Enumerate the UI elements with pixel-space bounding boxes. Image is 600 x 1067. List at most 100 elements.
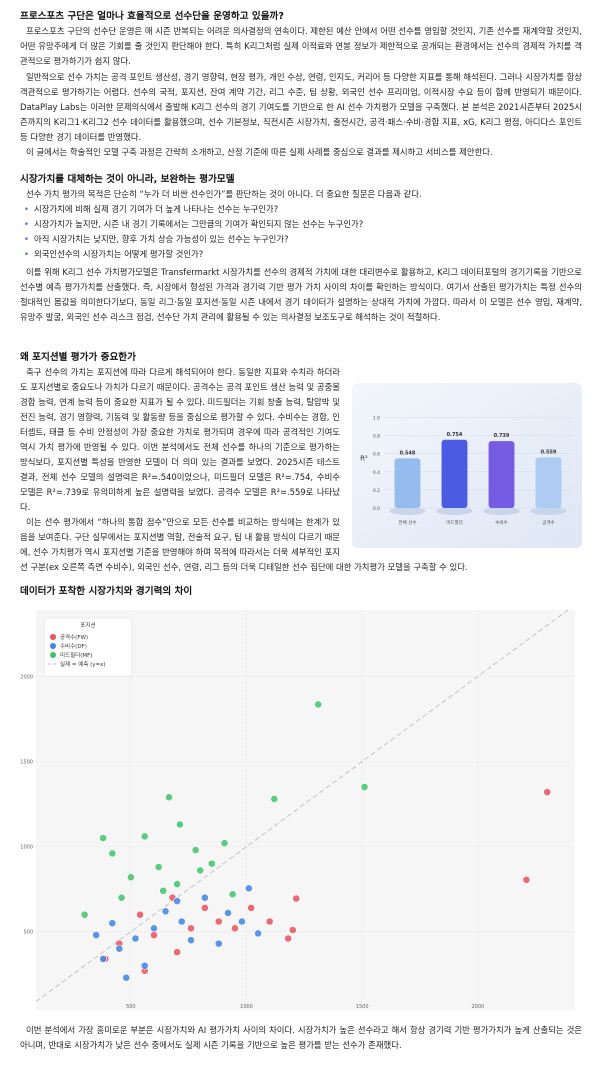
point xyxy=(207,859,216,868)
y-tick-label: 1500 xyxy=(20,759,33,765)
section-heading: 시장가치를 대체하는 것이 아니라, 보완하는 평가모델 xyxy=(20,174,235,185)
point xyxy=(292,894,301,903)
value-label: 0.739 xyxy=(494,433,510,439)
point xyxy=(220,839,229,848)
point xyxy=(224,909,232,917)
y-tick-label: 0.4 xyxy=(373,470,380,476)
point xyxy=(244,884,253,893)
bullet: 아직 시장가치는 낮지만, 향후 가치 상승 가능성이 있는 선수는 누구인가? xyxy=(24,232,582,247)
paragraph: 이를 위해 K리그 선수 가치평가모델은 Transfermarkt 시장가치를… xyxy=(20,267,582,322)
point xyxy=(161,907,170,916)
point xyxy=(126,873,135,882)
point xyxy=(214,939,223,948)
point xyxy=(196,866,205,875)
y-tick-label: 0.0 xyxy=(373,506,380,512)
point xyxy=(237,917,246,926)
y-axis-label: R² xyxy=(360,455,368,463)
bar xyxy=(394,458,421,508)
paragraph: 이 글에서는 학술적인 모델 구축 과정은 간략히 소개하고, 산정 기준에 따… xyxy=(26,147,493,157)
point xyxy=(140,961,149,970)
point xyxy=(150,931,158,940)
point xyxy=(265,917,274,926)
point xyxy=(288,926,297,934)
point xyxy=(187,936,195,945)
section-heading: 왜 포지션별 평가가 중요한가 xyxy=(20,352,136,363)
title: 프로스포츠 구단은 얼마나 효율적으로 선수단을 운영하고 있을까? xyxy=(20,11,284,22)
point xyxy=(99,834,107,842)
x-tick-label: 수비수 xyxy=(495,519,507,526)
bar-base xyxy=(389,507,426,515)
point xyxy=(214,917,223,926)
legend-label: 수비수(DF) xyxy=(60,642,87,650)
point xyxy=(80,910,89,919)
y-tick-label: 0.2 xyxy=(373,488,380,494)
point xyxy=(115,944,124,953)
x-tick-label: 전체 선수 xyxy=(399,519,417,526)
point xyxy=(140,832,149,841)
y-tick-label: 1.0 xyxy=(373,416,380,422)
paragraph: 프로스포츠 구단의 선수단 운영은 매 시즌 반복되는 어려운 의사결정의 연속… xyxy=(20,26,582,66)
y-tick-label: 500 xyxy=(23,930,33,936)
point xyxy=(522,875,531,884)
point xyxy=(159,886,168,895)
bullet-list: 시장가치에 비해 실제 경기 기여가 더 높게 나타나는 선수는 누구인가? 시… xyxy=(20,202,582,262)
value-label: 0.548 xyxy=(400,450,416,456)
bullet: 시장가치에 비해 실제 경기 기여가 더 높게 나타나는 선수는 누구인가? xyxy=(24,202,582,217)
point xyxy=(254,929,262,938)
point xyxy=(231,924,239,933)
legend-marker xyxy=(50,634,56,640)
point xyxy=(228,890,237,899)
x-tick-label: 2000 xyxy=(471,1004,484,1010)
legend-title: 포지션 xyxy=(80,621,95,629)
x-tick-label: 1500 xyxy=(356,1004,369,1010)
point xyxy=(122,973,131,982)
legend-marker xyxy=(50,652,56,658)
point xyxy=(200,893,209,902)
point xyxy=(177,917,186,926)
section: 이번 분석에서 가장 흥미로운 부분은 시장가치와 AI 평가가치 사이의 차이… xyxy=(20,1023,582,1053)
point xyxy=(360,783,369,791)
legend-label: 실제 = 예측 (y=x) xyxy=(60,660,106,668)
point xyxy=(187,924,195,933)
point xyxy=(108,849,117,858)
y-tick-label: 2000 xyxy=(20,674,33,680)
bar xyxy=(535,457,562,508)
paragraph: 이는 선수 평가에서 “하나의 통합 점수”만으로 모든 선수를 비교하는 방식… xyxy=(20,517,468,572)
point xyxy=(175,820,184,829)
value-label: 0.754 xyxy=(447,432,463,438)
reference-line xyxy=(35,609,569,1002)
section: R² 0.0 0.2 0.4 0.6 0.8 1.0 0.548 전체 선수 0.754 미드필더 0… xyxy=(20,365,582,575)
point xyxy=(150,924,158,933)
legend-marker xyxy=(50,643,56,649)
bullet: 외국인선수의 시장가치는 어떻게 평가할 것인가? xyxy=(24,247,582,262)
legend-label: 미드필더(MF) xyxy=(60,651,92,659)
paragraph: 축구 선수의 가치는 포지션에 따라 다르게 해석되어야 한다. 동일한 지표와… xyxy=(20,367,340,512)
x-tick-label: 공격수 xyxy=(542,519,554,526)
paragraph: 이번 분석에서 가장 흥미로운 부분은 시장가치와 AI 평가가치 사이의 차이… xyxy=(20,1025,582,1050)
section: 선수 가치 평가의 목적은 단순히 “누가 더 비싼 선수인가”를 판단하는 것… xyxy=(20,187,582,325)
point xyxy=(173,880,182,888)
bar-base xyxy=(530,507,567,515)
point xyxy=(543,788,552,797)
point xyxy=(131,934,140,943)
point xyxy=(165,793,173,802)
bullet: 시장가치가 높지만, 시즌 내 경기 기록에서는 그만큼의 기여가 확인되지 않… xyxy=(24,217,582,232)
point xyxy=(173,897,182,905)
point xyxy=(284,934,293,943)
value-label: 0.559 xyxy=(541,449,557,455)
y-tick-label: 0.8 xyxy=(373,434,380,440)
section-heading: 데이터가 포착한 시장가치와 경기력의 차이 xyxy=(20,586,193,597)
bar xyxy=(488,441,515,508)
point xyxy=(314,700,323,709)
point xyxy=(99,955,107,963)
y-tick-label: 0.6 xyxy=(373,452,380,458)
legend-box xyxy=(43,617,133,677)
point xyxy=(200,903,209,912)
x-tick-label: 1000 xyxy=(240,1004,253,1010)
point xyxy=(136,910,144,919)
bar-chart: R² 0.0 0.2 0.4 0.6 0.8 1.0 0.548 전체 선수 0.754 미드필더 0… xyxy=(352,383,582,548)
point xyxy=(92,931,101,940)
x-tick-label: 500 xyxy=(126,1004,136,1010)
